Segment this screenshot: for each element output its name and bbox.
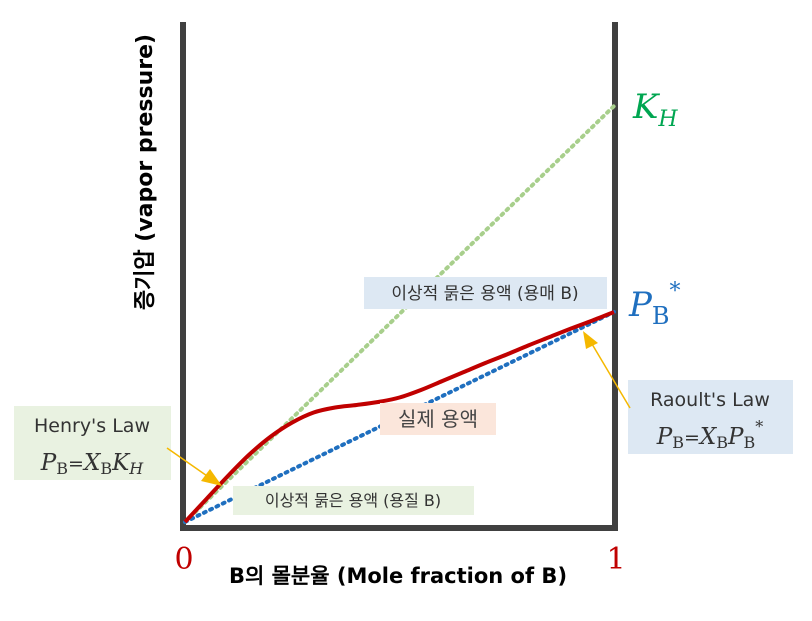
pb-star-label: PB* [628,279,681,330]
real-solution-label-bg [380,403,496,435]
henry-arrow [166,447,222,486]
real-solution-label: 실제 용액 [398,407,478,431]
kh-label: KH [632,87,678,132]
henry-law-line [183,104,616,524]
ideal-solvent-label: 이상적 묽은 용액 (용매 B) [391,284,578,304]
ideal-solute-label-bg [233,486,474,515]
series-layer [183,104,616,524]
henry-law-equation: PB=XBKH [40,450,145,478]
raoult-arrow [583,331,631,409]
henry-law-box-bg [14,406,171,480]
x-tick-label: 0 [174,542,193,577]
x-axis-label: B의 몰분율 (Mole fraction of B) [229,564,567,588]
ideal-solute-label: 이상적 묽은 용액 (용질 B) [265,491,441,510]
raoult-law-box-bg [628,380,793,454]
y-axis-label: 증기압 (vapor pressure) [133,34,158,310]
henry-law-title: Henry's Law [34,415,150,437]
raoult-law-equation: PB=XBPB* [656,417,764,452]
ideal-solvent-label-bg [364,277,607,309]
x-tick-label: 1 [606,542,625,577]
real-solution-curve [183,310,615,524]
raoult-law-title: Raoult's Law [650,389,770,411]
